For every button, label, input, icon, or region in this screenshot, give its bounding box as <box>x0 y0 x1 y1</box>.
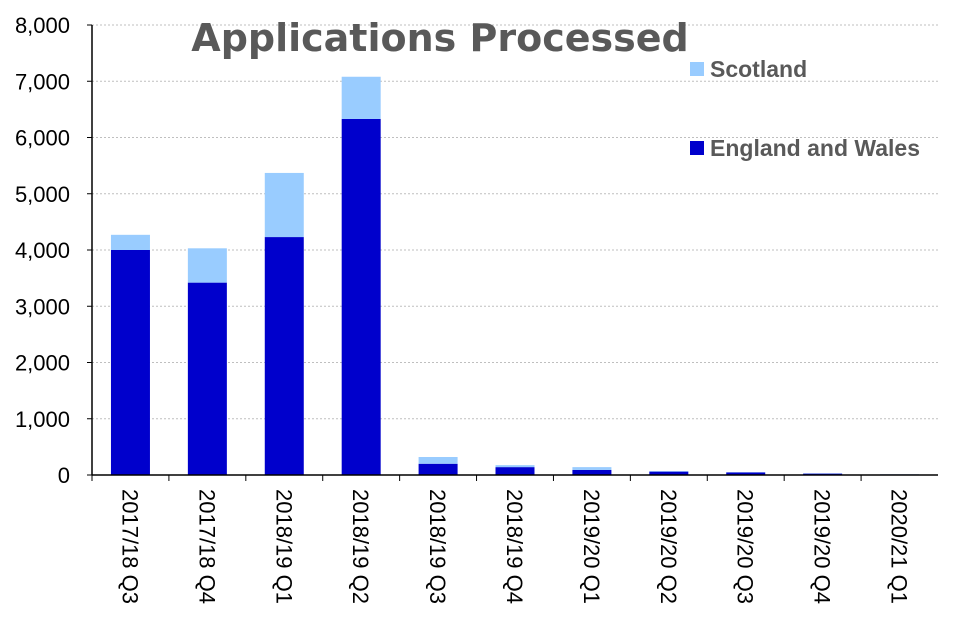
x-tick-label: 2017/18 Q3 <box>117 489 142 604</box>
bars <box>110 76 920 475</box>
bar-england-and-wales <box>495 467 535 475</box>
bar-england-and-wales <box>110 250 150 475</box>
x-tick-label: 2019/20 Q1 <box>579 489 604 604</box>
bar-england-and-wales <box>264 237 304 475</box>
legend-swatch-scotland <box>690 62 704 76</box>
x-tick-label: 2018/19 Q4 <box>502 489 527 604</box>
bar-scotland <box>495 465 535 468</box>
legend: Scotland England and Wales <box>690 56 920 161</box>
x-tick-labels: 2017/18 Q3 2017/18 Q4 2018/19 Q1 2018/19 Q2… <box>91 475 912 604</box>
y-tick-label: 8,000 <box>15 13 70 38</box>
x-tick-label: 2017/18 Q4 <box>194 489 219 604</box>
x-tick-label: 2018/19 Q2 <box>348 489 373 604</box>
x-tick-label: 2019/20 Q3 <box>733 489 758 604</box>
chart-title: Applications Processed <box>191 16 688 60</box>
y-tick-labels: 0 1,000 2,000 3,000 4,000 5,000 6,000 7,000 8,00… <box>15 13 92 488</box>
y-tick-label: 5,000 <box>15 182 70 207</box>
y-tick-label: 3,000 <box>15 294 70 319</box>
bar-england-and-wales <box>187 282 227 475</box>
bar-scotland <box>187 248 227 283</box>
x-tick-label: 2019/20 Q4 <box>810 489 835 604</box>
bar-england-and-wales <box>341 118 381 475</box>
legend-swatch-england-and-wales <box>690 141 704 155</box>
y-tick-label: 1,000 <box>15 407 70 432</box>
x-tick-label: 2018/19 Q3 <box>425 489 450 604</box>
y-tick-label: 4,000 <box>15 238 70 263</box>
gridlines <box>92 24 938 420</box>
bar-england-and-wales <box>572 469 612 475</box>
bar-scotland <box>110 234 150 250</box>
bar-scotland <box>418 457 458 464</box>
bar-scotland <box>341 76 381 119</box>
bar-england-and-wales <box>726 472 766 475</box>
bar-scotland <box>264 172 304 238</box>
x-tick-label: 2019/20 Q2 <box>656 489 681 604</box>
x-tick-label: 2018/19 Q1 <box>271 489 296 604</box>
legend-label-scotland: Scotland <box>710 56 807 82</box>
bar-scotland <box>572 467 612 470</box>
legend-label-england-and-wales: England and Wales <box>710 135 920 161</box>
y-tick-label: 6,000 <box>15 126 70 151</box>
y-tick-label: 7,000 <box>15 69 70 94</box>
x-tick-label: 2020/21 Q1 <box>887 489 912 604</box>
bar-scotland <box>649 471 689 472</box>
y-tick-label: 2,000 <box>15 351 70 376</box>
bar-england-and-wales <box>418 463 458 475</box>
bar-england-and-wales <box>649 471 689 475</box>
y-tick-label: 0 <box>58 463 70 488</box>
